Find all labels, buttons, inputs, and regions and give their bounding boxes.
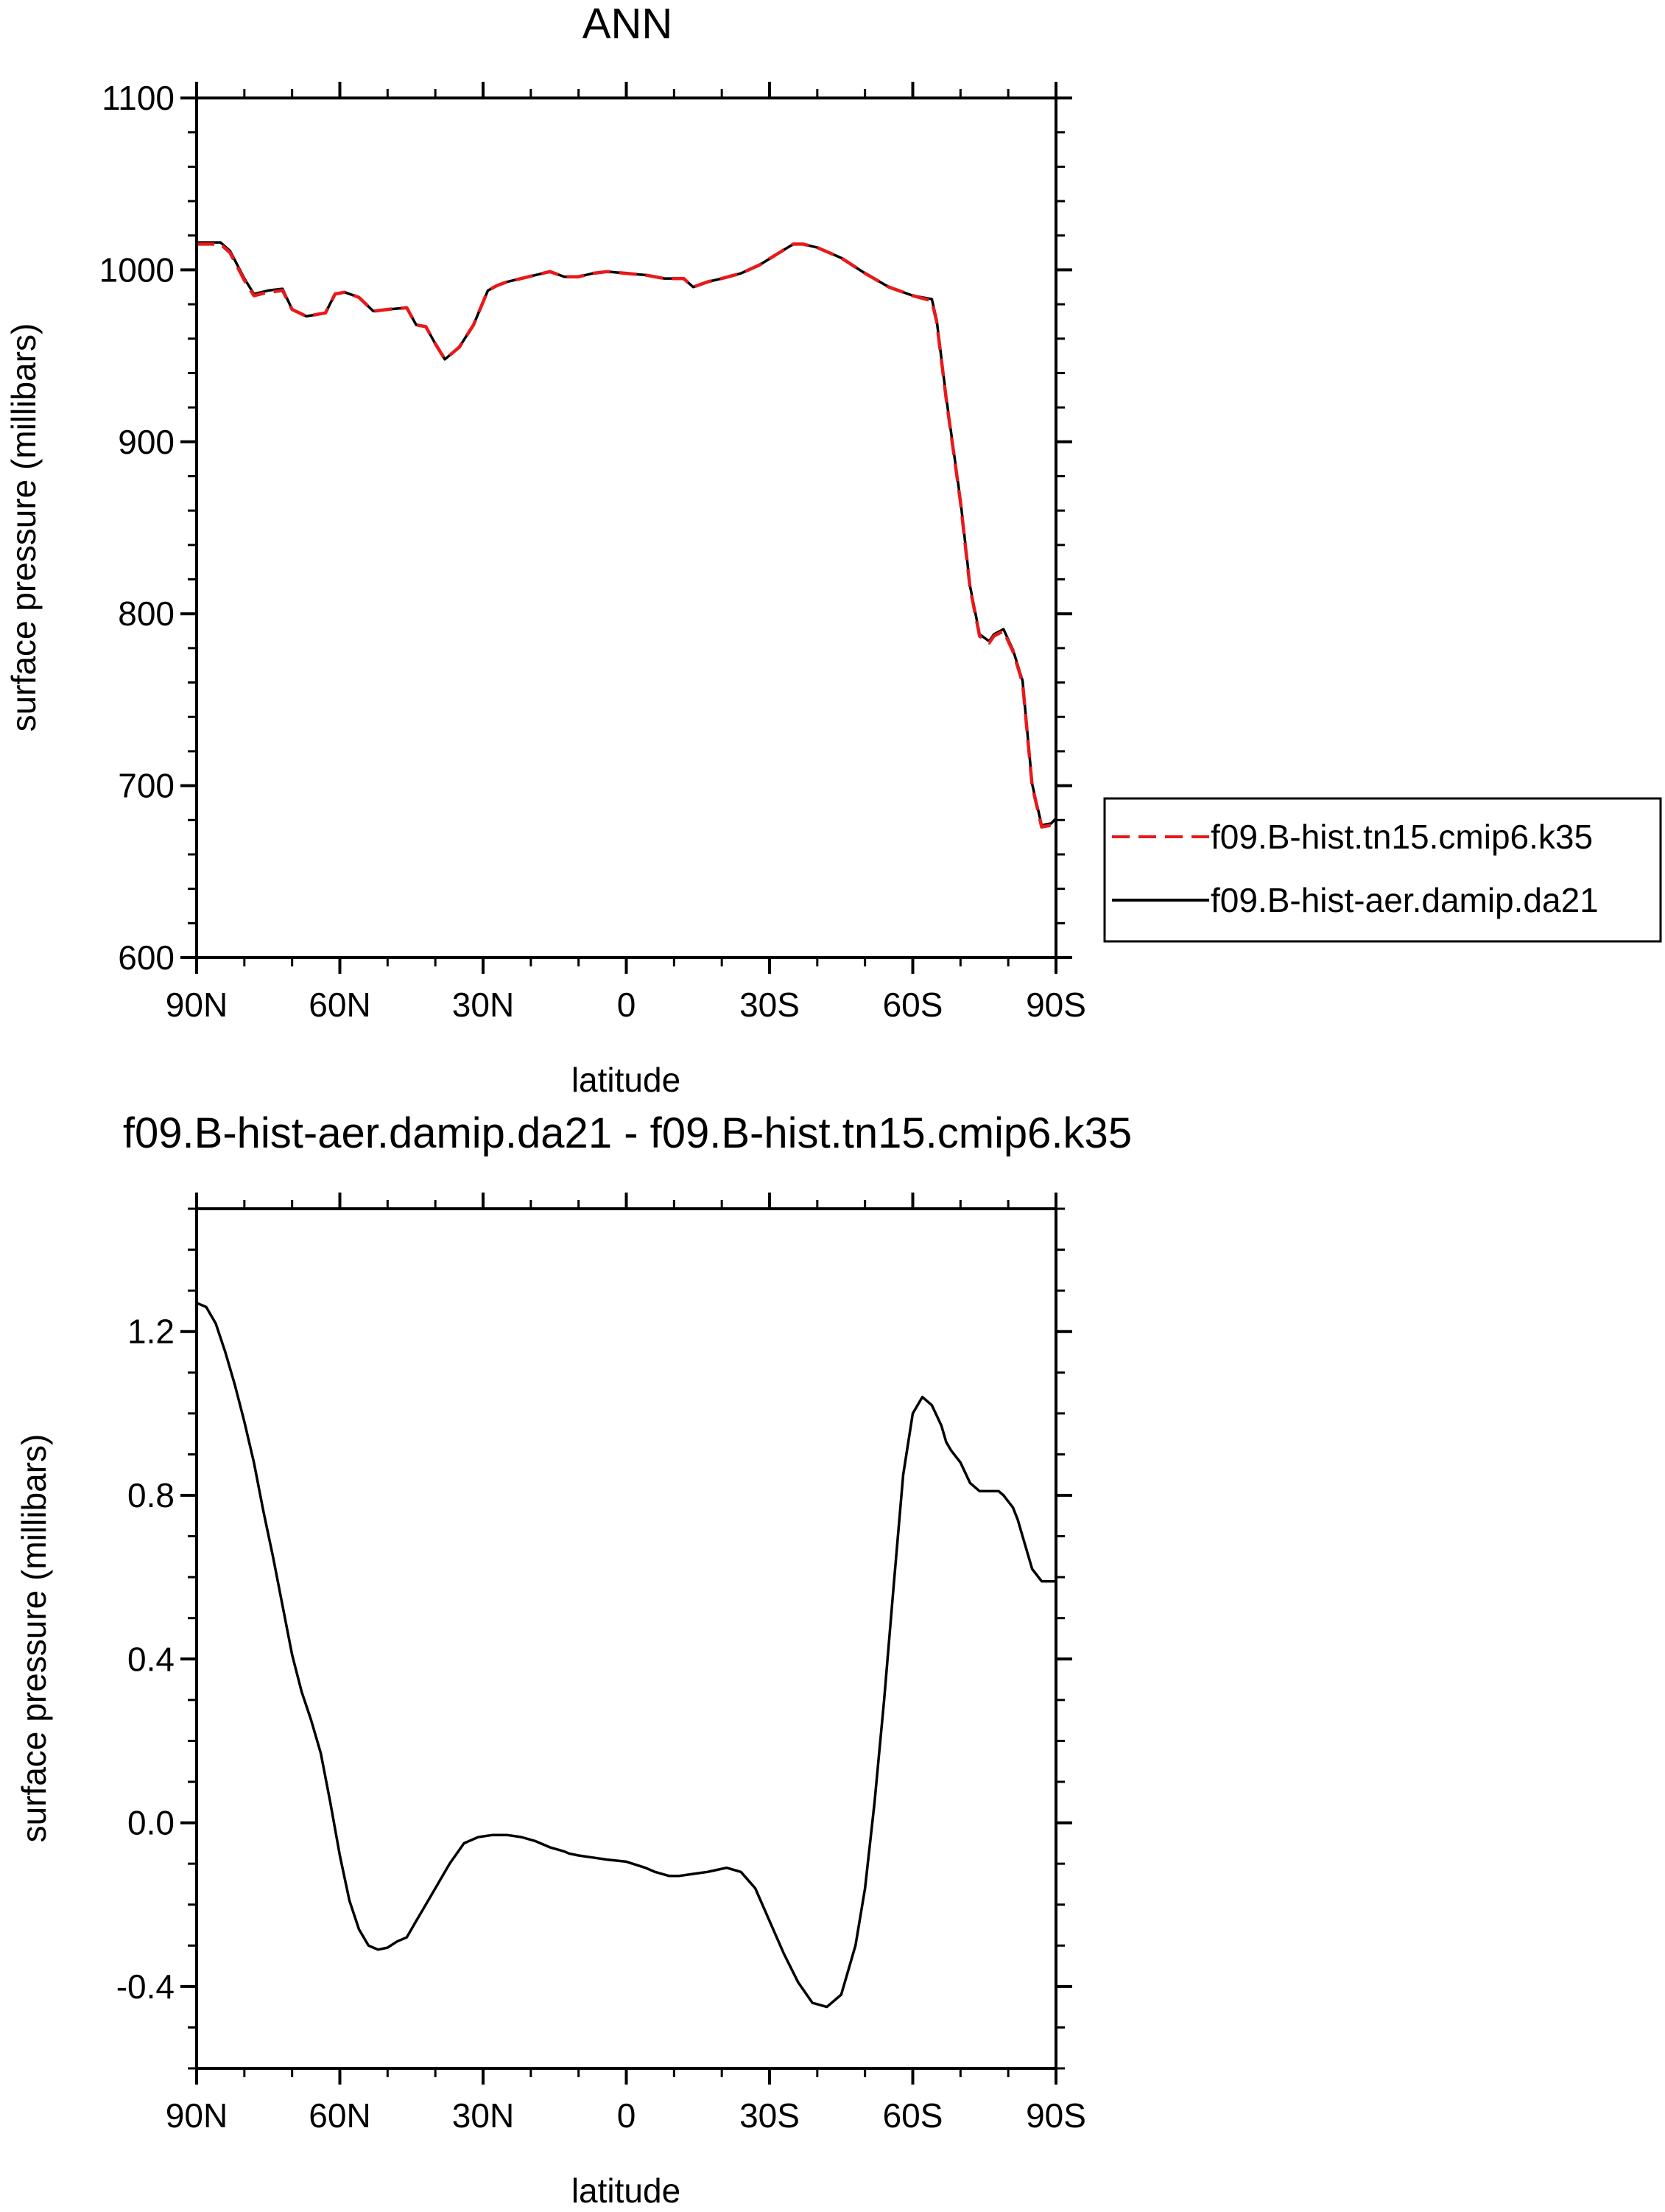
x-tick-label: 60N [309,986,370,1024]
x-tick-label: 60S [883,986,943,1024]
y-tick-label: 0.8 [127,1476,175,1514]
series-line-1 [197,242,1057,829]
chart-title: ANN [582,0,672,48]
y-tick-label: 1100 [102,79,175,117]
chart-panel-bottom: f09.B-hist-aer.damip.da21 - f09.B-hist.t… [15,1109,1132,2210]
y-tick-label: 0.4 [127,1640,175,1678]
x-tick-label: 60S [883,2096,943,2135]
legend-label-series-2: f09.B-hist-aer.damip.da21 [1211,881,1599,919]
chart-panel-top: ANN 90N 60N 30N 0 30S 60S 90S 600 700 800 900 1000 1… [4,0,1662,1099]
x-axis-label: latitude [571,1061,680,1099]
series-line-2 [197,241,1057,827]
tick-marks [180,82,1072,974]
tick-labels: 90N 60N 30N 0 30S 60S 90S 600 700 800 900 1000 1100 [99,79,1086,1024]
y-axis-label: surface pressure (millibars) [4,323,43,732]
y-tick-label: -0.4 [116,1967,175,2006]
series-lines [197,241,1057,829]
x-tick-label: 90N [166,2096,228,2135]
x-tick-label: 0 [617,2096,636,2135]
x-tick-label: 90S [1026,2096,1086,2135]
legend-label-series-1: f09.B-hist.tn15.cmip6.k35 [1211,818,1593,856]
tick-marks [180,1193,1072,2085]
series-lines [196,1302,1056,2009]
y-tick-label: 1000 [99,250,175,289]
legend: f09.B-hist.tn15.cmip6.k35 f09.B-hist-aer… [1103,797,1662,943]
y-tick-label: 1.2 [127,1313,175,1351]
x-tick-label: 60N [309,2096,370,2135]
y-tick-label: 900 [118,423,175,461]
x-tick-label: 30S [739,2096,800,2135]
x-tick-label: 0 [617,986,636,1024]
chart-title: f09.B-hist-aer.damip.da21 - f09.B-hist.t… [123,1109,1132,1157]
series-line-1 [196,1302,1056,2009]
x-tick-label: 30N [452,2096,514,2135]
plot-frame [195,96,1057,959]
y-axis-label: surface pressure (millibars) [15,1434,53,1843]
y-tick-label: 700 [118,767,175,805]
x-tick-label: 30N [452,986,514,1024]
tick-labels: 90N 60N 30N 0 30S 60S 90S -0.4 0.0 0.4 0.8 1.2 [116,1313,1086,2135]
y-tick-label: 600 [118,938,175,977]
plot-frame [195,1207,1057,2070]
x-axis-label: latitude [571,2171,680,2210]
x-tick-label: 30S [739,986,800,1024]
x-tick-label: 90S [1026,986,1086,1024]
x-tick-label: 90N [166,986,228,1024]
legend-box [1103,797,1662,943]
y-tick-label: 800 [118,594,175,633]
y-tick-label: 0.0 [127,1804,175,1842]
